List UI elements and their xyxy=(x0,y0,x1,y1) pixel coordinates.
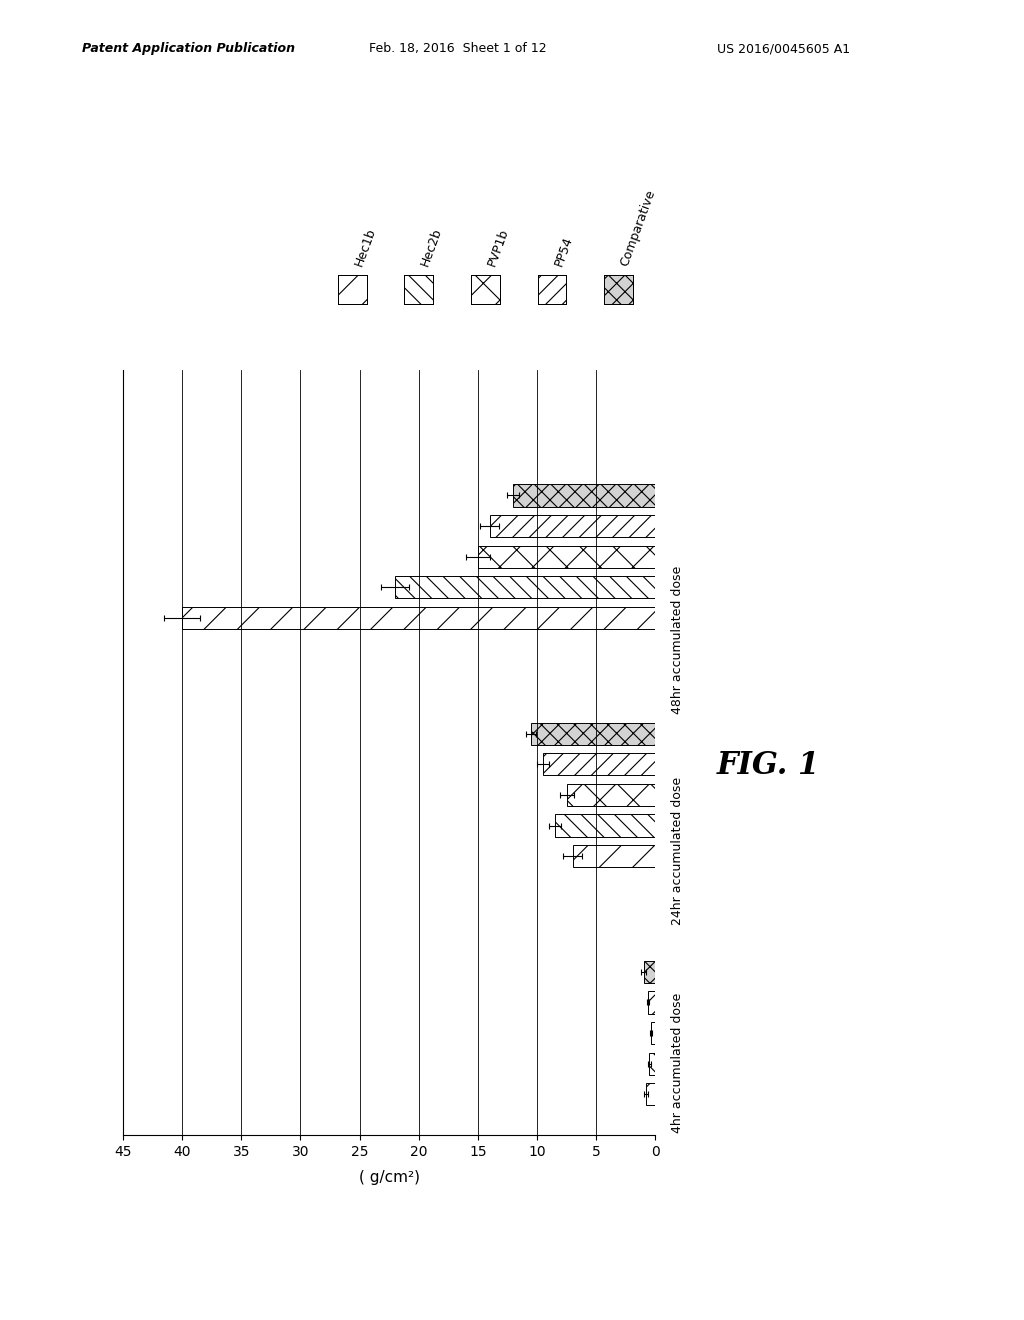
Bar xyxy=(646,1084,655,1105)
Text: FIG. 1: FIG. 1 xyxy=(717,750,820,781)
Text: Comparative: Comparative xyxy=(618,187,658,268)
Bar xyxy=(555,814,655,837)
Bar xyxy=(566,784,655,807)
Bar xyxy=(649,1052,655,1074)
Text: PP54: PP54 xyxy=(552,235,574,268)
Text: 24hr accumulated dose: 24hr accumulated dose xyxy=(671,777,684,925)
Text: 4hr accumulated dose: 4hr accumulated dose xyxy=(671,993,684,1133)
FancyBboxPatch shape xyxy=(404,275,433,304)
FancyBboxPatch shape xyxy=(338,275,367,304)
Bar xyxy=(513,484,655,507)
Text: Hec2b: Hec2b xyxy=(419,226,444,268)
FancyBboxPatch shape xyxy=(604,275,633,304)
Bar xyxy=(478,545,655,568)
Bar xyxy=(531,722,655,744)
FancyBboxPatch shape xyxy=(471,275,500,304)
Text: Hec1b: Hec1b xyxy=(352,226,378,268)
FancyBboxPatch shape xyxy=(538,275,566,304)
Bar xyxy=(182,607,655,630)
Text: Feb. 18, 2016  Sheet 1 of 12: Feb. 18, 2016 Sheet 1 of 12 xyxy=(369,42,546,55)
Text: Patent Application Publication: Patent Application Publication xyxy=(82,42,295,55)
Bar xyxy=(395,577,655,598)
Bar xyxy=(650,1022,655,1044)
Text: US 2016/0045605 A1: US 2016/0045605 A1 xyxy=(717,42,850,55)
Text: 48hr accumulated dose: 48hr accumulated dose xyxy=(671,566,684,714)
Text: PVP1b: PVP1b xyxy=(485,227,511,268)
Bar xyxy=(643,961,655,983)
Bar xyxy=(648,991,655,1014)
Bar xyxy=(543,754,655,775)
X-axis label: ( g/cm²): ( g/cm²) xyxy=(358,1170,420,1185)
Bar xyxy=(572,845,655,867)
Bar xyxy=(489,515,655,537)
